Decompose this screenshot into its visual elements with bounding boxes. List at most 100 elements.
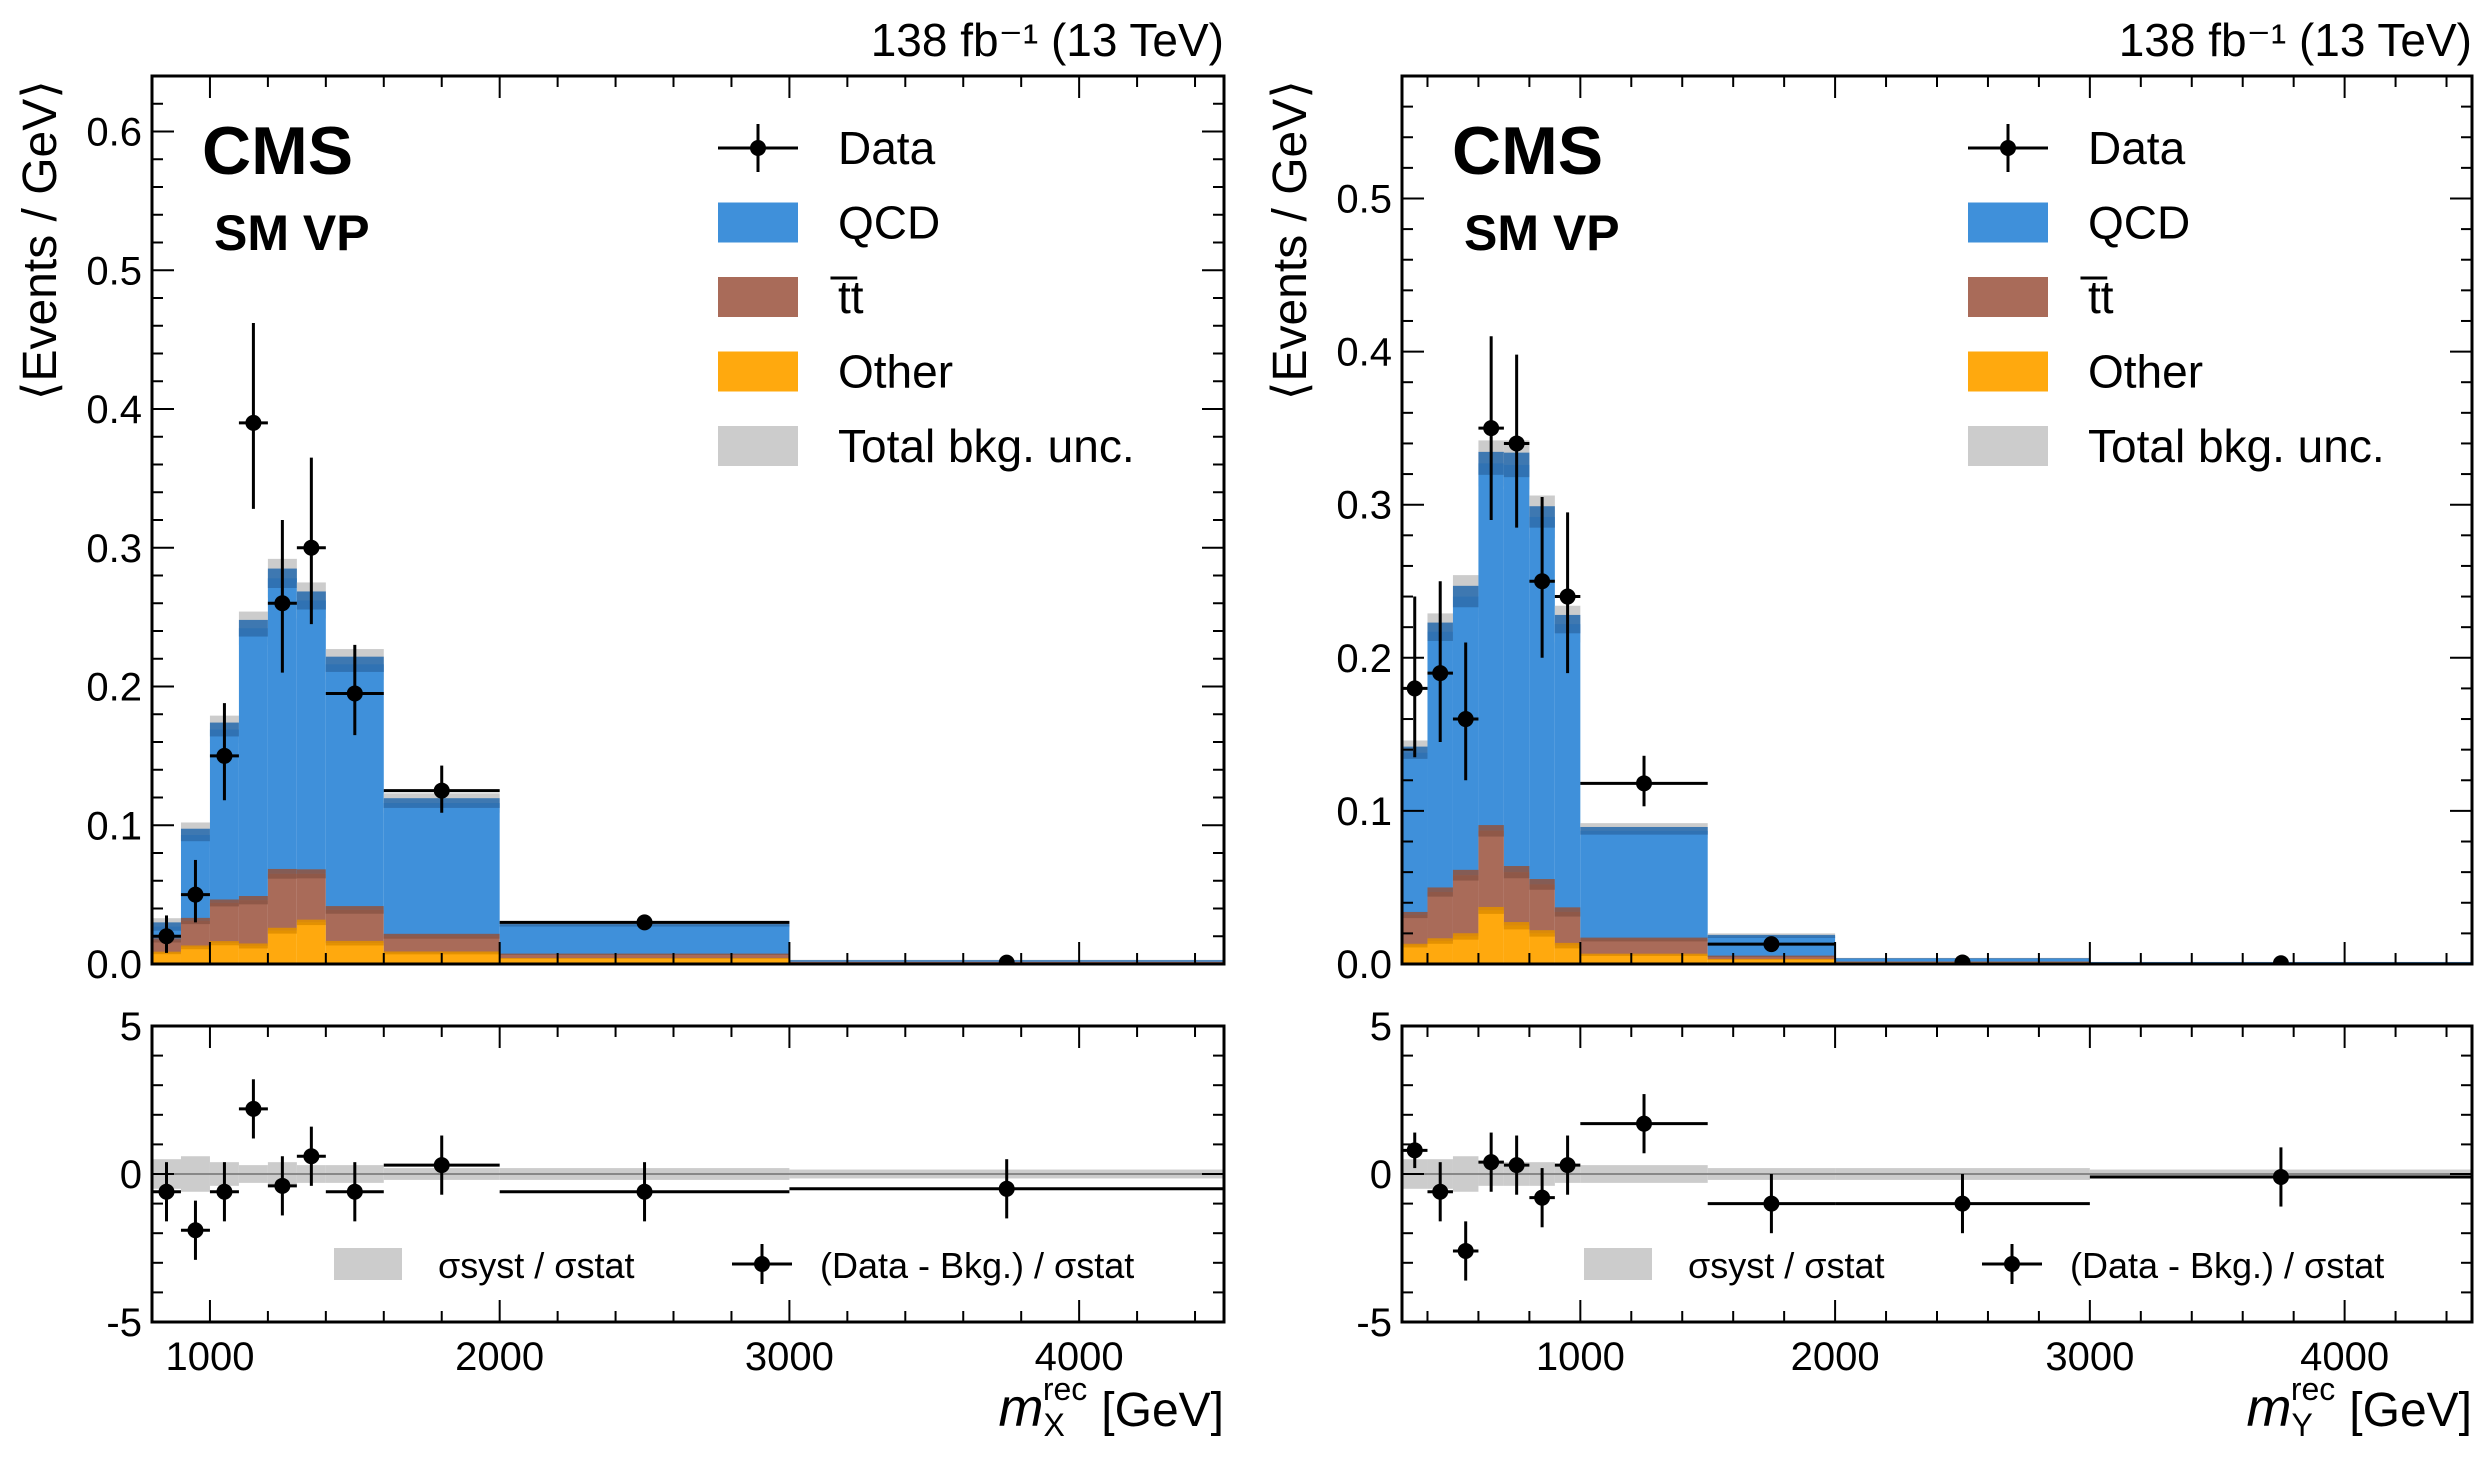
legend-swatch <box>1968 202 2048 243</box>
x-tick-label: 2000 <box>455 1335 544 1379</box>
pull-legend-marker-dot <box>2004 1256 2020 1272</box>
pull-plot-area <box>1402 1094 2472 1281</box>
pull-point <box>433 1157 450 1174</box>
pull-point <box>216 1183 233 1200</box>
data-point <box>1432 665 1449 682</box>
legend-swatch <box>718 277 798 317</box>
other-bar <box>1707 959 1836 964</box>
legend-swatch <box>1968 277 2048 317</box>
ttbar-bar <box>1402 915 1428 946</box>
data-point <box>303 539 320 556</box>
ttbar-bar <box>1529 884 1555 934</box>
other-bar <box>1554 945 1581 964</box>
y-tick-label: 0.5 <box>86 249 142 293</box>
pull-y-tick-label: 5 <box>1370 1005 1392 1049</box>
ttbar-unc-shade <box>1478 825 1504 837</box>
x-axis-title-sup: rec <box>2291 1371 2335 1407</box>
right-panel: 0.0 0.1 0.2 0.3 0.4 0.5 -5 0 5 1000 2000 3000 4000 ⟨E… <box>1264 14 2474 1443</box>
y-axis-title: ⟨Events / GeV⟩ <box>14 80 67 400</box>
data-point <box>158 928 175 945</box>
pull-legend-label: (Data - Bkg.) / σstat <box>820 1245 1134 1286</box>
other-bar <box>1503 925 1530 964</box>
other-unc-shade <box>1707 958 1836 960</box>
other-unc-shade <box>1503 922 1530 930</box>
pull-point <box>303 1148 320 1165</box>
pull-point <box>346 1183 363 1200</box>
x-tick-label: 1000 <box>1536 1335 1625 1379</box>
other-unc-shade <box>1427 938 1453 944</box>
pull-point <box>1432 1183 1449 1200</box>
data-point <box>216 747 233 764</box>
legend-swatch <box>1968 426 2048 466</box>
cms-label: CMS <box>1452 113 1603 189</box>
pull-y-tick-label: 5 <box>120 1005 142 1049</box>
main-plot-area <box>1402 336 2472 964</box>
ttbar-bar <box>1580 939 1708 955</box>
pull-point <box>2272 1168 2289 1185</box>
ttbar-unc-shade <box>238 896 268 905</box>
qcd-bar <box>1580 830 1708 940</box>
pull-point <box>1534 1189 1551 1206</box>
pull-y-tick-label: -5 <box>1356 1301 1392 1345</box>
pull-point <box>998 1180 1015 1197</box>
data-point <box>187 886 204 903</box>
legend-marker-dot <box>2000 140 2016 156</box>
other-unc-shade <box>499 958 790 959</box>
data-point <box>1508 435 1525 452</box>
x-axis-title: mYrec [GeV] <box>2247 1371 2473 1443</box>
qcd-bar <box>383 803 500 937</box>
qcd-bar <box>1503 464 1530 873</box>
main-plot-area <box>152 322 1224 964</box>
pull-point <box>1763 1195 1780 1212</box>
data-point <box>2272 955 2289 964</box>
pull-legend-swatch <box>334 1248 402 1280</box>
y-axis-title: ⟨Events / GeV⟩ <box>1264 80 1317 400</box>
y-tick-label: 0.3 <box>86 527 142 571</box>
other-bar <box>152 952 181 964</box>
pull-point <box>636 1183 653 1200</box>
pull-point <box>1954 1195 1971 1212</box>
ttbar-unc-shade <box>1707 955 1836 958</box>
ttbar-unc-shade <box>267 868 297 879</box>
y-tick-label: 0.4 <box>86 388 142 432</box>
y-tick-label: 0.2 <box>1336 637 1392 681</box>
x-axis-title-sub: Y <box>2291 1407 2312 1443</box>
pull-y-tick-label: 0 <box>1370 1153 1392 1197</box>
qcd-unc-shade <box>1580 826 1708 835</box>
ttbar-bar <box>1707 956 1836 960</box>
x-tick-label: 4000 <box>1035 1335 1124 1379</box>
legend-label: Data <box>838 122 936 174</box>
qcd-unc-shade <box>238 619 268 637</box>
other-unc-shade <box>1452 933 1479 940</box>
legend-swatch <box>1968 351 2048 392</box>
data-point <box>998 954 1015 964</box>
ttbar-unc-shade <box>1452 869 1479 881</box>
lumi-label: 138 fb⁻¹ (13 TeV) <box>871 14 1224 66</box>
pull-point <box>158 1183 175 1200</box>
legend-label: QCD <box>838 197 940 249</box>
legend-label: Total bkg. unc. <box>2088 420 2385 472</box>
ttbar-bar <box>296 873 326 923</box>
x-axis-title-sub: X <box>1043 1407 1064 1443</box>
other-bar <box>1478 910 1504 964</box>
y-tick-label: 0.0 <box>1336 943 1392 987</box>
other-bar <box>1452 936 1479 964</box>
left-panel: 0.0 0.1 0.2 0.3 0.4 0.5 0.6 -5 0 5 1000 2000 3000 400… <box>14 14 1226 1443</box>
x-tick-label: 3000 <box>2045 1335 2134 1379</box>
legend-label: Other <box>2088 346 2203 398</box>
pull-point <box>1636 1115 1653 1132</box>
other-bar <box>267 930 297 964</box>
pull-legend-label: σsyst / σstat <box>1688 1245 1884 1286</box>
y-tick-label: 0.0 <box>86 943 142 987</box>
ttbar-bar <box>180 920 210 948</box>
other-bar <box>325 943 384 964</box>
pull-point <box>1406 1142 1423 1159</box>
pull-y-tick-label: -5 <box>106 1301 142 1345</box>
data-point <box>1763 936 1780 953</box>
x-axis-title-unit: [GeV] <box>2349 1384 2472 1437</box>
other-bar <box>1402 945 1428 964</box>
y-tick-label: 0.4 <box>1336 331 1392 375</box>
x-axis-title: mXrec [GeV] <box>999 1371 1225 1443</box>
other-unc-shade <box>1580 953 1708 956</box>
